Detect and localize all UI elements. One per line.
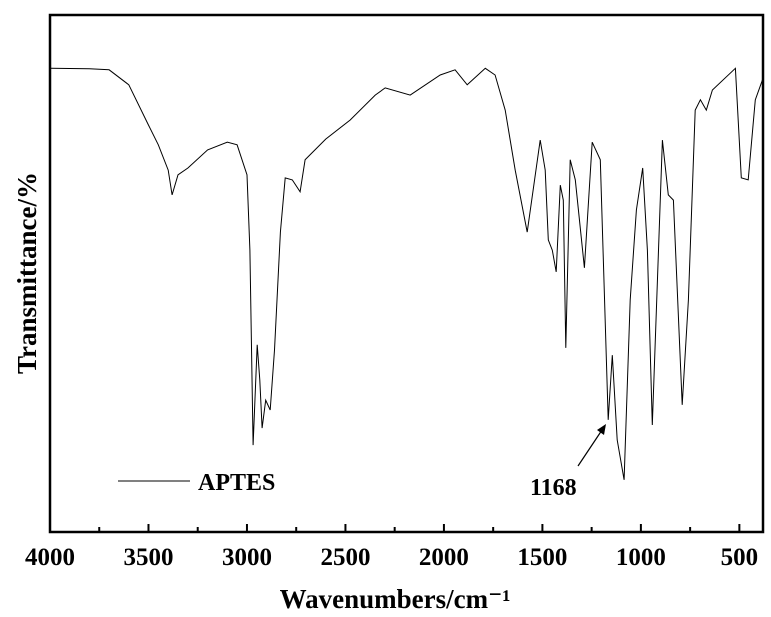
legend-label: APTES xyxy=(198,470,275,496)
annotation: 1168 xyxy=(530,475,577,501)
annotation-arrow xyxy=(577,429,603,467)
x-tick-label: 500 xyxy=(721,544,759,571)
spectrum-line xyxy=(49,67,763,480)
x-tick-label: 1500 xyxy=(517,544,567,571)
x-tick-label: 2000 xyxy=(419,544,469,571)
annotation-arrowhead xyxy=(597,424,606,435)
plot-frame xyxy=(48,13,765,534)
x-tick-label: 3000 xyxy=(222,544,272,571)
x-axis-label: Wavenumbers/cm⁻¹ xyxy=(280,584,511,614)
x-tick-label: 4000 xyxy=(25,544,75,571)
x-tick-label: 3500 xyxy=(123,544,173,571)
y-axis-label: Transmittance/% xyxy=(12,172,42,374)
x-tick-label: 1000 xyxy=(616,544,666,571)
x-tick-label: 2500 xyxy=(320,544,370,571)
